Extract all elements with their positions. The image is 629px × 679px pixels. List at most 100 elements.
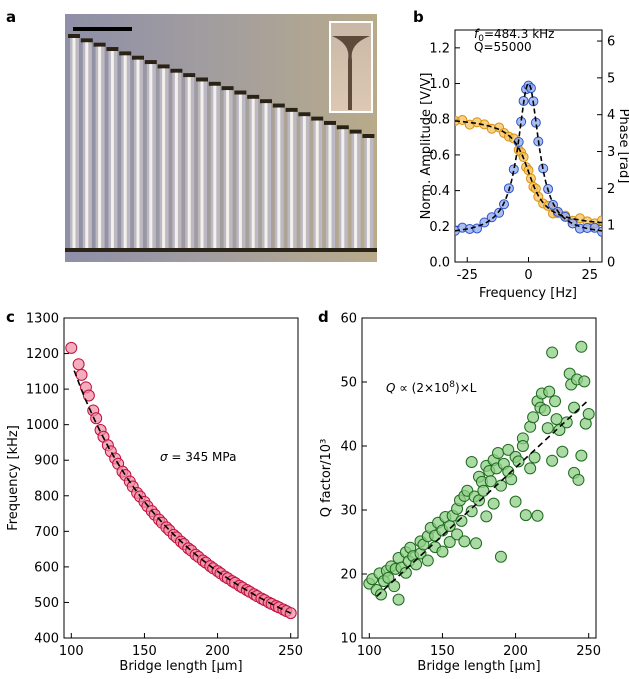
plot-d-point: [487, 497, 500, 510]
plot-c-ytick-label: 400: [34, 632, 59, 647]
bridge-clamp-top: [170, 68, 183, 73]
bridge-clamp-top: [221, 86, 234, 91]
panel-letter-d: d: [318, 308, 329, 326]
plot-b-amplitude-point: [597, 226, 602, 237]
bridge-clamp-top: [260, 99, 272, 104]
plot-d-point: [516, 440, 529, 452]
plot-d-point: [543, 385, 556, 398]
plot-d-point: [578, 375, 591, 388]
plot-d-point: [388, 580, 401, 593]
plot-d-point: [455, 514, 468, 527]
plot-d-ytick-label: 20: [340, 568, 357, 583]
plot-d-point: [477, 484, 490, 497]
plot-b-ytick-right-label: 4: [607, 108, 615, 123]
plot-d-point: [538, 404, 551, 417]
bridge-beam: [123, 55, 127, 251]
plot-b-amplitude-fit: [455, 82, 602, 232]
bridge-beam: [187, 77, 191, 250]
plot-c-ytick-label: 700: [34, 525, 59, 540]
bridge-clamp-top: [311, 116, 324, 121]
plot-b-amplitude-point: [486, 212, 497, 223]
plot-b-phase-fit: [455, 120, 602, 224]
plot-b-ytick-label: 0.6: [429, 148, 450, 163]
plot-d-frame: [361, 317, 597, 639]
bridge-beam: [302, 116, 306, 251]
plot-b-amplitude-point: [494, 207, 505, 218]
plot-d-point: [470, 537, 483, 550]
plot-b-phase-point: [597, 215, 602, 226]
plot-c-point: [82, 389, 95, 402]
bridge-beam: [315, 120, 319, 250]
bridge-clamp-top: [119, 51, 132, 56]
plot-d-ytick-label: 40: [340, 440, 357, 455]
plot-d-point: [473, 494, 485, 507]
plot-c-ytick-label: 1100: [26, 383, 59, 398]
plot-d-point: [392, 593, 405, 606]
plot-c-xtick-label: 250: [278, 644, 303, 659]
plot-d-point: [451, 528, 464, 541]
plot-c-ticks: 100 150 200 250 400 500 600 700 800 900 1000 1100 12…: [26, 312, 303, 660]
plot-b-ytick-right-label: 6: [607, 35, 615, 50]
bridge-beam: [200, 81, 204, 250]
bridge-beam: [162, 68, 166, 250]
plot-d-point: [556, 445, 569, 458]
plot-c-ylabel: Frequency [kHz]: [6, 425, 21, 531]
bridge-clamp-top: [298, 112, 311, 117]
bridge-clamp-top: [157, 64, 170, 69]
bridge-clamp-top: [234, 90, 247, 95]
bottom-clamp: [65, 248, 377, 252]
plot-c-ytick-label: 1300: [26, 312, 59, 327]
plot-c-ytick-label: 500: [34, 596, 59, 611]
plot-c-xtick-label: 200: [205, 644, 230, 659]
bridge-clamp-top: [208, 81, 221, 86]
plot-d-xtick-label: 250: [576, 644, 601, 659]
bridge-beam: [264, 103, 268, 250]
plot-b-ytick-right-label: 0: [607, 256, 615, 271]
plot-d-point: [546, 454, 559, 467]
plot-d-point: [443, 536, 456, 548]
plot-b-ytick-label: 0.8: [429, 113, 450, 128]
plot-d-ytick-label: 60: [340, 312, 357, 327]
bridge-beam: [174, 72, 178, 250]
plot-d-point: [458, 535, 471, 548]
panel-letter-a: a: [6, 8, 16, 26]
bridge-beam: [341, 129, 345, 250]
plot-b-series: [455, 80, 602, 237]
bridge-beam: [226, 90, 230, 250]
plot-d-point: [465, 456, 478, 468]
plot-d-point: [524, 462, 537, 475]
plot-c-ytick-label: 900: [34, 454, 59, 469]
plot-d-point: [375, 588, 388, 601]
plot-b-ytick-right-label: 5: [607, 71, 615, 86]
bridge-clamp-top: [285, 107, 298, 112]
bridge-array: [68, 34, 375, 251]
plot-d-point: [531, 509, 544, 522]
plot-d-annotation: Q ∝ (2×108)×L: [386, 380, 477, 395]
plot-d-xtick-label: 100: [357, 644, 382, 659]
bridge-clamp-top: [196, 77, 208, 82]
plot-d-point: [382, 571, 395, 584]
plot-b-ytick-label: 0.4: [429, 184, 450, 199]
plot-d-point: [582, 408, 595, 420]
bridge-beam: [98, 46, 102, 251]
bridge-clamp-top: [93, 42, 106, 47]
plot-d-point: [549, 395, 562, 408]
plot-b-ylabel: Norm. Amplitude [V/V]: [419, 73, 434, 220]
bridge-beam: [149, 64, 153, 250]
plot-b-xlabel: Frequency [Hz]: [479, 286, 577, 301]
plot-b-amplitude-point: [567, 218, 578, 229]
plot-d-point: [550, 413, 563, 426]
plot-d-point: [541, 422, 554, 435]
plot-d-point: [575, 449, 588, 462]
plot-b-ytick-label: 0.2: [429, 220, 450, 235]
plot-d-point: [494, 550, 507, 563]
bridge-beam: [136, 59, 140, 250]
bridge-clamp-top: [68, 34, 80, 38]
plot-d-point: [399, 566, 412, 579]
plot-d-point: [502, 443, 515, 456]
bridge-clamp-top: [336, 125, 349, 130]
plot-b-amplitude-point: [560, 211, 571, 222]
bridge-clamp-top: [349, 129, 362, 134]
plot-d-point: [436, 545, 449, 558]
